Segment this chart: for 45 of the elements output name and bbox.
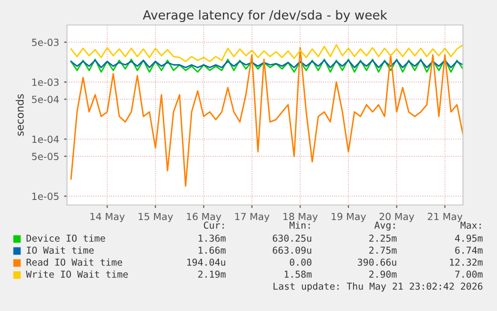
x-tick-label: 14 May	[90, 212, 125, 222]
y-tick-label: 5e-04	[32, 96, 59, 104]
y-tick-label: 1e-05	[32, 192, 59, 200]
text: 2.75m	[369, 246, 397, 254]
x-tick-label: 18 May	[283, 212, 318, 222]
text: 7.00m	[455, 270, 483, 278]
y-tick-label: 1e-04	[32, 136, 59, 143]
line-series	[70, 60, 463, 68]
y-axis-title: seconds	[16, 94, 24, 136]
legend-label: IO Wait time	[26, 246, 94, 254]
x-tick-label: 19 May	[332, 212, 366, 222]
text: Cur:	[204, 222, 224, 229]
x-tick-label: 16 May	[186, 212, 222, 222]
text: 2.19m	[198, 270, 226, 278]
y-tick-label: 1e-03	[32, 78, 59, 86]
line-series	[70, 58, 463, 73]
y-tick-label: 5e-05	[32, 152, 59, 160]
legend-label: Device IO time	[26, 234, 106, 242]
line-series	[70, 44, 463, 62]
text: Last update: Thu May 21 23:02:42 2026	[274, 282, 482, 292]
text: Min:	[290, 221, 310, 229]
text: 1.36m	[198, 234, 226, 242]
text: 630.25u	[272, 234, 312, 242]
text: Avg:	[374, 222, 395, 231]
x-tick-label: 20 May	[380, 212, 414, 222]
text: 1.58m	[284, 270, 312, 278]
text: Max:	[460, 222, 481, 229]
x-tick-label: 15 May	[138, 212, 173, 222]
text: 194.04u	[187, 258, 226, 266]
text: 0.00	[290, 258, 312, 266]
line-series	[70, 47, 463, 187]
text: 390.66u	[358, 258, 396, 266]
x-tick-label: 17 May	[235, 212, 270, 222]
text: 663.09u	[272, 246, 312, 254]
text: 12.32m	[450, 258, 483, 266]
chart-title: Average latency for /dev/sda - by week	[142, 10, 388, 22]
y-tick-label: 5e-03	[32, 38, 59, 46]
text: 1.66m	[198, 246, 226, 254]
legend-label: Read IO Wait time	[26, 258, 122, 266]
text: 2.25m	[369, 234, 397, 242]
text: 4.95m	[455, 234, 483, 242]
legend-label: Write IO Wait time	[26, 270, 128, 278]
text: 6.74m	[455, 246, 483, 254]
x-tick-label: 21 May	[428, 212, 462, 222]
text: 2.90m	[369, 270, 397, 278]
